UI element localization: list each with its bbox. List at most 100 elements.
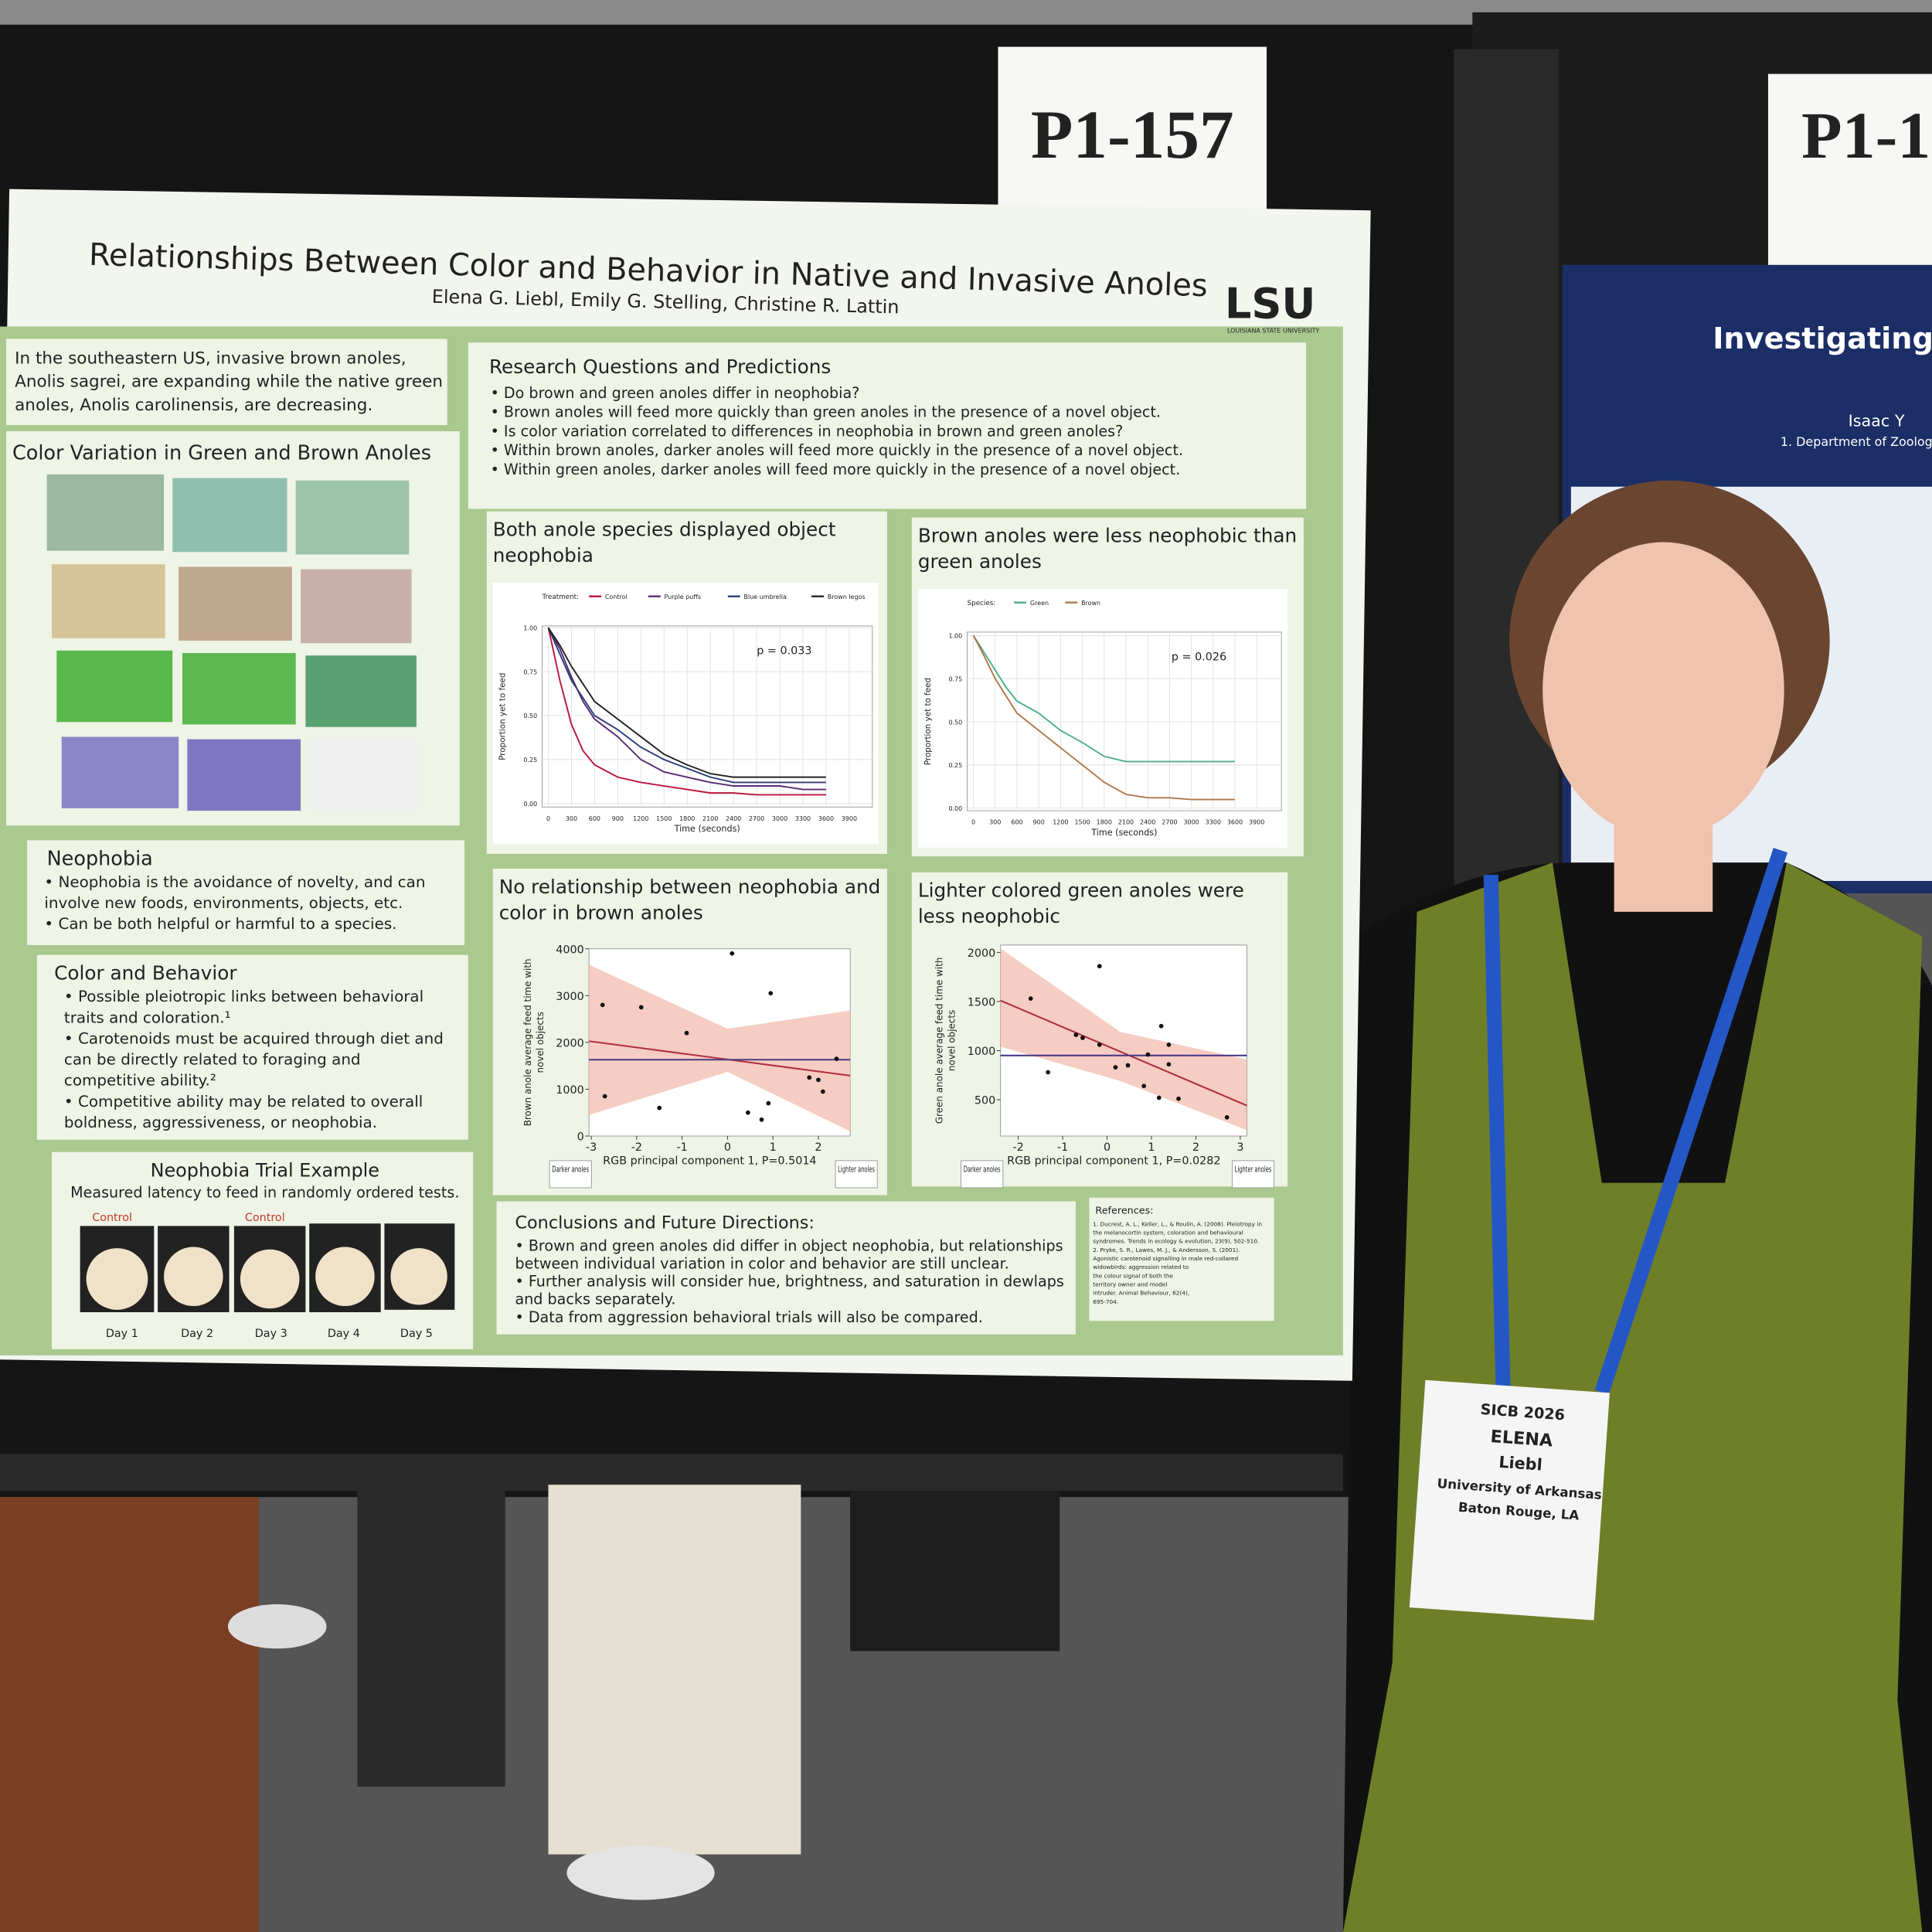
x-tick-label: 1	[770, 1141, 777, 1154]
legend-label: Purple puffs	[665, 594, 701, 600]
survival-curve	[547, 627, 826, 784]
point	[768, 991, 774, 996]
y-axis-label: novel objects	[947, 1010, 957, 1071]
point	[600, 1002, 605, 1008]
chart-title: Both anole species displayed object	[493, 519, 836, 541]
body-line: between individual variation in color an…	[515, 1254, 1009, 1272]
chart-title: Brown anoles were less neophobic than	[918, 525, 1297, 547]
badge-text: Liebl	[1498, 1453, 1543, 1475]
p-value: p = 0.033	[757, 645, 811, 658]
x-tick-label: 600	[1011, 819, 1022, 826]
x-tick-label: 2	[1192, 1141, 1199, 1154]
y-tick-label: 1.00	[523, 624, 537, 631]
dish	[86, 1248, 148, 1310]
legend-label: Blue umbrella	[744, 594, 787, 600]
section-title: Color and Behavior	[54, 962, 237, 985]
chart-title: color in brown anoles	[499, 901, 703, 923]
y-tick-label: 0.50	[523, 713, 537, 719]
panel	[468, 342, 1307, 509]
x-tick-label: 900	[1033, 819, 1045, 826]
x-tick-label: 300	[566, 815, 577, 822]
body-line: competitive ability.²	[64, 1072, 216, 1090]
point	[766, 1100, 771, 1106]
y-tick-label: 0.75	[948, 675, 962, 682]
body-line: • Within brown anoles, darker anoles wil…	[491, 441, 1183, 459]
y-tick-label: 0	[577, 1131, 584, 1144]
end-label-box	[961, 1160, 1004, 1189]
body-line: • Further analysis will consider hue, br…	[515, 1273, 1063, 1291]
end-label-box	[1231, 1160, 1274, 1189]
point	[1156, 1095, 1162, 1100]
x-tick-label: 3000	[772, 815, 787, 822]
section-title: Color Variation in Green and Brown Anole…	[12, 442, 431, 465]
reference-line: Agonistic carotenoid signalling in male …	[1093, 1255, 1238, 1262]
presenter-vest	[1342, 862, 1923, 1932]
badge-text: ELENA	[1490, 1427, 1554, 1451]
y-tick-label: 1000	[556, 1084, 583, 1097]
plot-area	[542, 625, 873, 808]
neighbor-affil: 1. Department of Zoology	[1781, 434, 1932, 449]
point	[816, 1077, 821, 1083]
plot-area	[967, 631, 1282, 811]
x-tick-label: 3300	[795, 815, 811, 822]
point	[1141, 1083, 1147, 1089]
x-tick-label: 1500	[656, 815, 672, 822]
photo-tile	[46, 474, 165, 551]
section-title: Research Questions and Predictions	[489, 355, 831, 378]
body-line: • Brown anoles will feed more quickly th…	[491, 403, 1161, 421]
x-tick-label: 2	[815, 1141, 821, 1154]
y-tick-label: 0.00	[523, 801, 537, 808]
dish	[315, 1247, 375, 1307]
legend-title: Species:	[968, 600, 996, 607]
survival-curve	[547, 628, 826, 796]
point	[1097, 964, 1102, 969]
x-tick-label: 2400	[726, 815, 741, 822]
point	[1166, 1062, 1172, 1067]
y-tick-label: 3000	[556, 991, 583, 1003]
y-tick-label: 500	[975, 1095, 995, 1107]
lanyard	[1483, 848, 1787, 1395]
x-tick-label: 3000	[1183, 819, 1199, 826]
dish	[240, 1249, 300, 1309]
section-title: Neophobia	[47, 847, 153, 870]
chart-title: No relationship between neophobia and	[499, 876, 881, 898]
intro-line: In the southeastern US, invasive brown a…	[15, 349, 406, 368]
end-label-box	[549, 1160, 592, 1189]
point	[1028, 996, 1033, 1002]
presenter-face	[1543, 542, 1784, 838]
x-tick-label: 1	[1148, 1141, 1155, 1154]
point	[684, 1030, 689, 1036]
shoe	[566, 1845, 715, 1900]
body-line: • Within green anoles, darker anoles wil…	[491, 461, 1181, 478]
anole-photos	[46, 474, 420, 811]
x-tick-label: 3600	[818, 815, 834, 822]
end-label: Darker anoles	[552, 1165, 589, 1174]
p-value: p = 0.026	[1172, 651, 1226, 664]
point	[1080, 1036, 1085, 1040]
x-tick-label: -1	[676, 1141, 687, 1154]
body-line: • Carotenoids must be acquired through d…	[64, 1029, 444, 1047]
point	[820, 1089, 825, 1094]
confidence-band	[1000, 948, 1247, 1131]
photo-tile	[295, 480, 410, 555]
x-tick-label: 0	[724, 1141, 731, 1154]
person-legs	[0, 1497, 259, 1932]
x-tick-label: 1200	[633, 815, 648, 822]
x-axis-label: Time (seconds)	[674, 824, 740, 834]
x-tick-label: 300	[989, 819, 1001, 826]
trial-photos	[80, 1223, 455, 1313]
y-tick-label: 0.00	[948, 805, 962, 812]
reference-line: 2. Pryke, S. R., Lawes, M. J., & Anderss…	[1093, 1247, 1240, 1253]
x-axis-label: RGB principal component 1, P=0.0282	[1007, 1155, 1220, 1168]
x-tick-label: 2100	[1118, 819, 1134, 826]
section-title: Conclusions and Future Directions:	[515, 1213, 814, 1233]
x-tick-label: 0	[971, 819, 975, 826]
point	[1158, 1023, 1164, 1029]
photo-tile	[305, 655, 417, 727]
shoe	[227, 1604, 327, 1649]
reference-line: 1. Ducrest, A. L., Keller, L., & Roulin,…	[1093, 1220, 1262, 1227]
point	[1125, 1063, 1131, 1068]
logo-sub: LOUISIANA STATE UNIVERSITY	[1227, 327, 1319, 334]
point	[657, 1105, 662, 1111]
